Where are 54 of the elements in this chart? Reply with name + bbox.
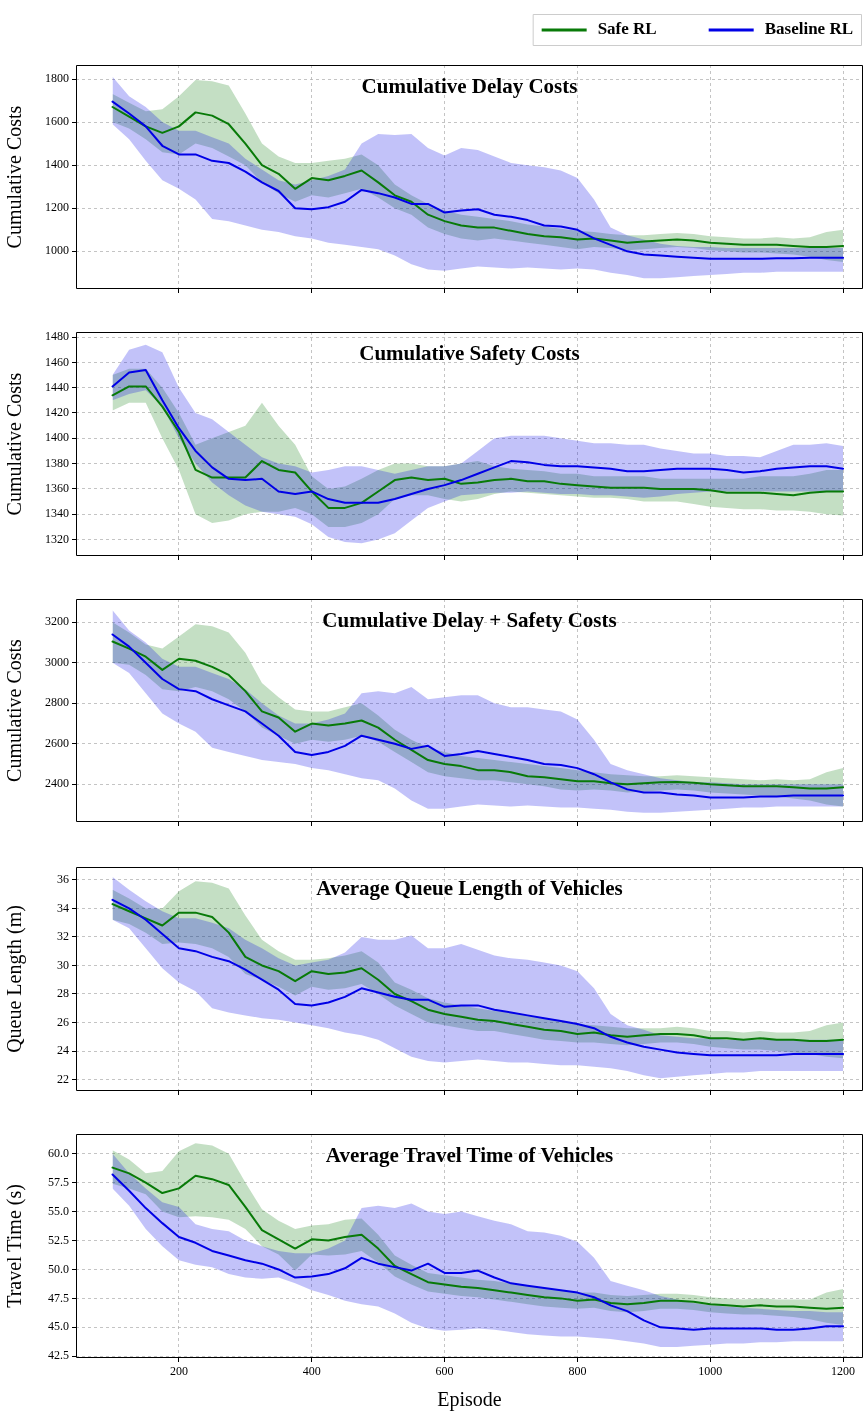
y-tick-label: 1420	[45, 405, 69, 420]
y-tick-label: 26	[57, 1014, 69, 1029]
y-tick-label: 34	[57, 900, 69, 915]
y-tick-label: 1380	[45, 455, 69, 470]
y-tick-label: 28	[57, 986, 69, 1001]
text: Cumulative Delay + Safety Costs	[322, 608, 617, 633]
y-tick-label: 36	[57, 872, 69, 886]
y-tick-label: 32	[57, 929, 69, 944]
y-tick-label: 1460	[45, 354, 69, 369]
y-tick-label: 50.0	[48, 1261, 69, 1276]
y-tick-label: 1440	[45, 379, 69, 394]
y-tick-label: 1800	[45, 71, 69, 86]
text: Average Travel Time of Vehicles	[325, 1143, 614, 1168]
y-tick-label: 1340	[45, 506, 69, 521]
y-axis-title: Cumulative Costs	[3, 105, 26, 249]
y-tick-label: 1400	[45, 157, 69, 172]
x-tick-label: 800	[568, 1364, 587, 1379]
y-tick-label: 24	[57, 1043, 69, 1058]
y-tick-label: 42.5	[48, 1348, 69, 1363]
x-tick-label: 1200	[831, 1364, 856, 1379]
y-tick-label: 2800	[45, 695, 69, 710]
y-tick-label: 1600	[45, 114, 69, 129]
y-tick-label: 52.5	[48, 1232, 69, 1247]
text: Average Queue Length of Vehicles	[316, 876, 623, 901]
y-tick-label: 2600	[45, 735, 69, 750]
y-tick-label: 1320	[45, 531, 69, 546]
chart-title: Cumulative Delay Costs	[361, 74, 578, 99]
y-tick-label: 22	[57, 1071, 69, 1086]
y-tick-label: 1000	[45, 243, 69, 258]
y-tick-label: 3200	[45, 614, 69, 629]
x-tick-label: 200	[169, 1364, 188, 1379]
y-tick-label: 57.5	[48, 1174, 69, 1189]
y-tick-label: 1400	[45, 430, 69, 445]
y-axis-title: Cumulative Costs	[3, 638, 26, 782]
legend-label: Baseline RL	[764, 19, 853, 39]
x-tick-label: 400	[302, 1364, 321, 1379]
y-tick-label: 47.5	[48, 1290, 69, 1305]
y-tick-label: 3000	[45, 654, 69, 669]
x-tick-label: 1000	[698, 1364, 723, 1379]
y-tick-label: 45.0	[48, 1319, 69, 1334]
y-axis-title: Queue Length (m)	[3, 905, 27, 1053]
y-tick-label: 30	[57, 957, 69, 972]
x-tick-label: 600	[435, 1364, 454, 1379]
y-tick-label: 2400	[45, 776, 69, 791]
y-axis-title: Travel Time (s)	[3, 1184, 27, 1308]
y-tick-label: 1480	[45, 329, 69, 344]
text: Cumulative Safety Costs	[359, 341, 580, 366]
y-axis-title: Cumulative Costs	[3, 372, 26, 516]
y-tick-label: 55.0	[48, 1203, 69, 1218]
legend-label: Safe RL	[597, 19, 657, 39]
y-tick-label: 60.0	[48, 1145, 69, 1160]
y-tick-label: 1200	[45, 200, 69, 215]
y-tick-label: 1360	[45, 481, 69, 496]
x-axis-title: Episode	[437, 1388, 502, 1412]
